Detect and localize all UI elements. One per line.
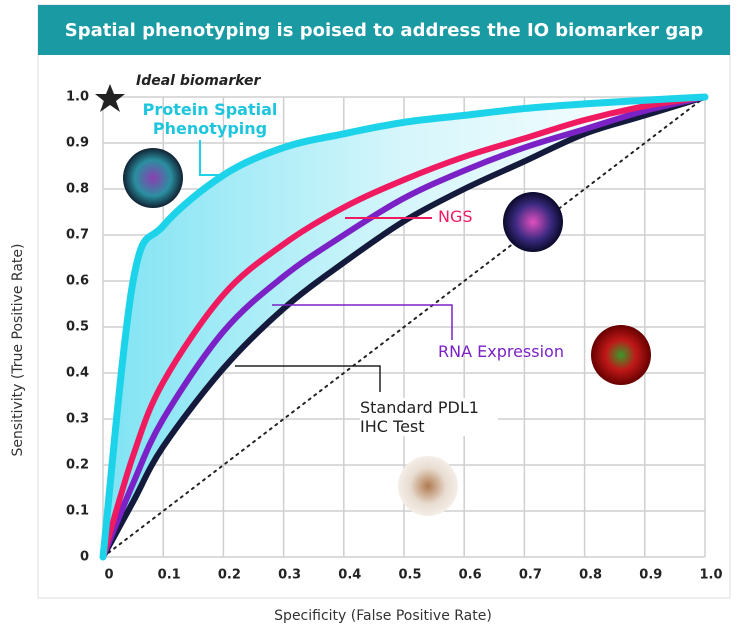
image-icon	[123, 148, 183, 208]
x-tick-label: 0.5	[398, 568, 421, 583]
chart-title: Spatial phenotyping is poised to address…	[65, 20, 704, 41]
annotation: Ideal biomarker	[136, 73, 262, 89]
label-box: Standard PDL1 IHC Test	[360, 398, 498, 443]
x-tick-label: 0.2	[218, 568, 241, 583]
x-tick-label: 0	[104, 568, 113, 583]
y-tick-label: 0.4	[66, 366, 89, 381]
y-tick-label: 0.9	[66, 136, 89, 151]
y-tick-label: 0.3	[66, 412, 89, 427]
y-tick-label: 0	[80, 550, 89, 565]
image-icon	[398, 456, 458, 516]
label-box: RNA Expression	[438, 342, 598, 366]
x-axis-label: Specificity (False Positive Rate)	[274, 608, 492, 624]
image-icon	[503, 192, 563, 252]
x-tick-label: 0.8	[579, 568, 602, 583]
y-tick-label: 0.6	[66, 274, 89, 289]
y-axis-label: Sensitivity (True Positive Rate)	[10, 244, 26, 457]
x-tick-label: 0.4	[338, 568, 361, 583]
label-box: Protein Spatial Phenotyping	[135, 100, 285, 145]
series-label: NGS	[438, 207, 498, 226]
y-tick-label: 0.2	[66, 458, 89, 473]
y-tick-label: 0.7	[66, 228, 89, 243]
x-tick-label: 0.1	[158, 568, 181, 583]
x-tick-label: 0.3	[278, 568, 301, 583]
image-icon	[591, 325, 651, 385]
x-tick-label: 0.7	[519, 568, 542, 583]
y-tick-label: 0.8	[66, 182, 89, 197]
series-label: RNA Expression	[438, 342, 598, 361]
series-label: Protein Spatial Phenotyping	[135, 100, 285, 138]
y-tick-label: 1.0	[66, 90, 89, 105]
y-tick-label: 0.1	[66, 504, 89, 519]
page: Spatial phenotyping is poised to address…	[0, 0, 736, 630]
x-tick-label: 0.6	[459, 568, 482, 583]
y-tick-label: 0.5	[66, 320, 89, 335]
chart: Spatial phenotyping is poised to address…	[0, 0, 736, 630]
label-box: NGS	[438, 207, 498, 231]
series-label: Standard PDL1 IHC Test	[360, 398, 498, 436]
x-tick-label: 0.9	[639, 568, 662, 583]
x-tick-label: 1.0	[699, 568, 722, 583]
